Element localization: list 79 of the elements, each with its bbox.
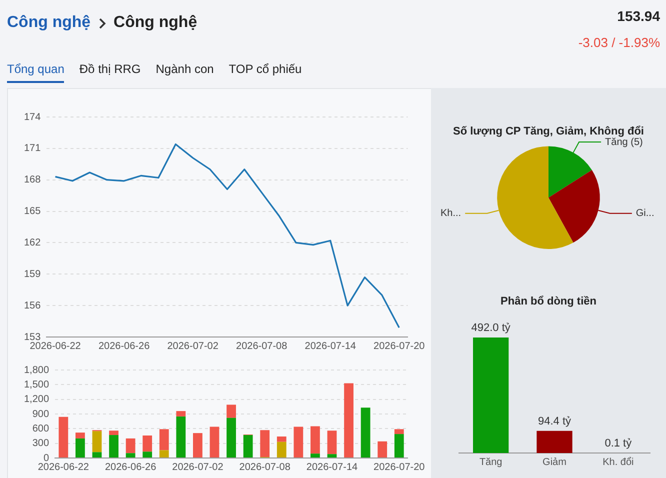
bar [210, 426, 220, 458]
text: 153.94 [617, 8, 660, 24]
text: Đồ thị RRG [79, 62, 141, 78]
y-tick-label: 165 [24, 206, 42, 218]
x-tick-label: 2026-06-22 [30, 340, 82, 352]
y-tick-label: 300 [32, 438, 50, 450]
bar [360, 408, 370, 458]
data-label: 492.0 tỷ [471, 322, 511, 334]
bar [76, 432, 85, 438]
x-tick-label: 2026-07-08 [239, 462, 291, 473]
text: Tổng quan [7, 62, 64, 83]
text: -3.03 / -1.93% [578, 35, 660, 50]
bar [327, 454, 337, 458]
data-label: 94.4 tỷ [538, 415, 572, 428]
bar [109, 435, 118, 458]
y-tick-label: 159 [24, 268, 42, 280]
bar [126, 438, 136, 454]
bar [276, 436, 286, 442]
bar [260, 430, 270, 458]
y-tick-label: 171 [24, 143, 42, 154]
y-tick-label: 1,200 [24, 394, 50, 406]
chart-title: Số lượng CP Tăng, Giảm, Không đổi [453, 126, 644, 138]
bar [193, 433, 202, 458]
bar [344, 383, 354, 458]
bar [109, 430, 118, 436]
bar [310, 454, 320, 458]
bar [226, 404, 236, 418]
x-tick-label: 2026-07-14 [304, 340, 356, 352]
bar [159, 450, 169, 458]
chart-title: Phân bổ dòng tiền [500, 296, 597, 308]
bar [327, 430, 337, 454]
bar [378, 441, 388, 458]
x-tick-label: Kh. đổi [602, 456, 634, 468]
y-tick-label: 162 [24, 237, 42, 248]
bar [58, 416, 68, 458]
data-label: 0.1 tỷ [604, 438, 632, 450]
slice-label: Tăng (5) [605, 136, 643, 148]
x-tick-label: 2026-07-02 [172, 462, 224, 473]
bar [310, 426, 320, 454]
y-tick-label: 0 [43, 452, 50, 464]
x-tick-label: 2026-06-22 [38, 462, 90, 473]
y-tick-label: 900 [32, 408, 50, 420]
y-tick-label: 600 [32, 423, 50, 434]
bar [394, 429, 404, 434]
x-tick-label: 2026-06-26 [98, 340, 150, 352]
text: Ngành con [156, 62, 214, 78]
bar [92, 431, 102, 452]
y-tick-label: 153 [24, 332, 42, 343]
x-tick-label: Tăng [479, 456, 502, 468]
bar [226, 418, 236, 458]
x-tick-label: 2026-07-20 [374, 340, 426, 352]
x-tick-label: 2026-07-02 [167, 340, 219, 352]
x-tick-label: Giảm [542, 456, 566, 468]
x-tick-label: 2026-07-08 [236, 340, 288, 352]
y-tick-label: 1,800 [24, 364, 50, 376]
bar [243, 435, 253, 458]
text: Công nghệ [114, 14, 198, 32]
y-tick-label: 1,500 [24, 379, 50, 390]
x-tick-label: 2026-07-20 [374, 462, 426, 473]
y-tick-label: 168 [24, 174, 42, 186]
bar [394, 434, 404, 458]
slice-label: Gi... [636, 208, 654, 220]
y-tick-label: 156 [24, 300, 42, 312]
bar [276, 442, 286, 458]
bar [176, 416, 186, 458]
bar [76, 438, 85, 458]
bar [159, 429, 169, 450]
bar [294, 426, 304, 458]
x-tick-label: 2026-07-14 [306, 462, 358, 473]
bar [126, 453, 136, 458]
bar [142, 436, 152, 452]
y-tick-label: 174 [24, 112, 42, 123]
bar [142, 452, 152, 458]
bar [92, 452, 102, 458]
slice-label: Kh... [440, 208, 462, 220]
text: Công nghệ [7, 14, 91, 32]
text: TOP cổ phiếu [228, 62, 302, 78]
bar [176, 411, 186, 416]
x-tick-label: 2026-06-26 [104, 462, 157, 473]
